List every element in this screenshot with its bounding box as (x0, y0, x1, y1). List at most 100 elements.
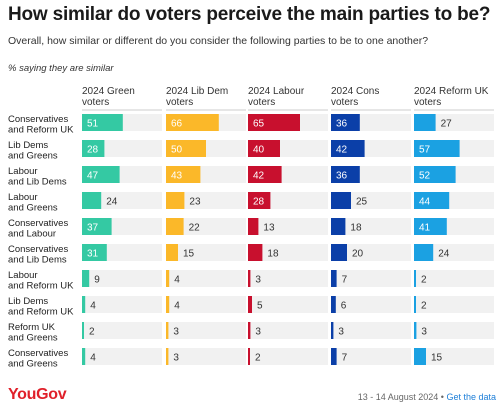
bar-value-label-5-4: 24 (438, 249, 450, 260)
bar-value-label-9-1: 3 (173, 353, 179, 364)
bar-value-label-7-1: 4 (174, 301, 180, 312)
bar-value-label-9-3: 7 (342, 353, 348, 364)
category-label-1-line-1: and Greens (8, 151, 58, 162)
bar-4-0 (82, 218, 112, 235)
bar-value-label-2-0: 47 (87, 171, 99, 182)
bar-5-2 (248, 244, 263, 261)
yougov-logo: YouGov (8, 386, 67, 403)
bar-track-7-2 (248, 296, 328, 313)
bar-value-label-6-1: 4 (174, 275, 180, 286)
chart-subtitle: Overall, how similar or different do you… (8, 35, 429, 47)
bar-6-1 (166, 270, 170, 287)
bar-6-3 (331, 270, 337, 287)
bar-1-0 (82, 140, 105, 157)
bar-track-7-1 (166, 296, 246, 313)
bar-value-label-4-1: 22 (189, 223, 201, 234)
bar-track-8-1 (166, 322, 246, 339)
bar-0-2 (248, 114, 300, 131)
bar-3-1 (166, 192, 185, 209)
bar-1-4 (414, 140, 460, 157)
bar-7-1 (166, 296, 170, 313)
bar-value-label-8-4: 3 (421, 327, 427, 338)
bar-track-5-2 (248, 244, 328, 261)
series-header-0-line-0: 2024 Green (82, 86, 135, 97)
bar-2-2 (248, 166, 282, 183)
category-label-9-line-0: Conservatives (8, 348, 68, 359)
bar-7-0 (82, 296, 86, 313)
bar-track-6-0 (82, 270, 162, 287)
bar-0-1 (166, 114, 219, 131)
bar-0-0 (82, 114, 123, 131)
bar-track-4-3 (331, 218, 411, 235)
bar-value-label-2-3: 36 (336, 171, 348, 182)
bar-track-9-0 (82, 348, 162, 365)
bar-value-label-5-0: 31 (87, 249, 99, 260)
series-header-2-line-1: voters (248, 97, 275, 108)
bar-8-1 (166, 322, 169, 339)
series-header-2-line-0: 2024 Labour (248, 86, 305, 97)
chart-note: % saying they are similar (8, 63, 114, 74)
bar-3-3 (331, 192, 351, 209)
chart-title: How similar do voters perceive the main … (8, 4, 491, 25)
get-the-data-link[interactable]: Get the data (446, 392, 496, 402)
bar-value-label-4-3: 18 (350, 223, 362, 234)
bar-value-label-0-1: 66 (171, 119, 183, 130)
bar-value-label-2-4: 52 (419, 171, 431, 182)
bar-value-label-6-4: 2 (421, 275, 427, 286)
bar-value-label-2-1: 43 (171, 171, 183, 182)
bar-value-label-6-0: 9 (94, 275, 100, 286)
bar-value-label-1-0: 28 (87, 145, 99, 156)
bar-value-label-3-2: 28 (253, 197, 265, 208)
category-label-5-line-1: and Lib Dems (8, 255, 67, 266)
category-label-1-line-0: Lib Dems (8, 140, 48, 151)
series-header-1-line-0: 2024 Lib Dem (166, 86, 228, 97)
bar-value-label-0-2: 65 (253, 119, 265, 130)
bar-3-4 (414, 192, 450, 209)
bar-value-label-5-1: 15 (183, 249, 195, 260)
bar-1-1 (166, 140, 206, 157)
category-label-0-line-1: and Reform UK (8, 125, 74, 136)
bar-value-label-3-1: 23 (189, 197, 201, 208)
bar-value-label-1-1: 50 (171, 145, 183, 156)
bar-track-9-4 (414, 348, 494, 365)
bar-value-label-6-2: 3 (255, 275, 261, 286)
bar-value-label-7-2: 5 (257, 301, 263, 312)
bar-9-3 (331, 348, 337, 365)
category-label-5-line-0: Conservatives (8, 244, 68, 255)
bar-value-label-2-2: 42 (253, 171, 265, 182)
bar-track-7-0 (82, 296, 162, 313)
bar-track-4-2 (248, 218, 328, 235)
bar-9-4 (414, 348, 426, 365)
bar-8-3 (331, 322, 334, 339)
bar-track-9-1 (166, 348, 246, 365)
bar-value-label-1-2: 40 (253, 145, 265, 156)
bar-3-0 (82, 192, 102, 209)
bar-value-label-5-2: 18 (267, 249, 279, 260)
bar-track-9-2 (248, 348, 328, 365)
bar-track-5-3 (331, 244, 411, 261)
bar-5-4 (414, 244, 434, 261)
bar-4-2 (248, 218, 259, 235)
bar-7-2 (248, 296, 252, 313)
bar-value-label-9-0: 4 (90, 353, 96, 364)
bar-4-1 (166, 218, 184, 235)
bar-value-label-4-4: 41 (419, 223, 431, 234)
bar-track-5-1 (166, 244, 246, 261)
category-label-8-line-0: Reform UK (8, 322, 56, 333)
bar-track-8-2 (248, 322, 328, 339)
series-header-4-line-1: voters (414, 97, 441, 108)
bar-2-0 (82, 166, 120, 183)
bar-track-8-0 (82, 322, 162, 339)
bar-8-2 (248, 322, 251, 339)
category-label-7-line-1: and Reform UK (8, 307, 74, 318)
bar-4-3 (331, 218, 346, 235)
bar-track-3-0 (82, 192, 162, 209)
bar-value-label-7-3: 6 (341, 301, 347, 312)
bar-1-2 (248, 140, 280, 157)
bar-value-label-8-3: 3 (338, 327, 344, 338)
bar-4-4 (414, 218, 447, 235)
series-header-0-line-1: voters (82, 97, 109, 108)
bar-track-8-4 (414, 322, 494, 339)
bar-value-label-8-1: 3 (173, 327, 179, 338)
bar-5-3 (331, 244, 347, 261)
